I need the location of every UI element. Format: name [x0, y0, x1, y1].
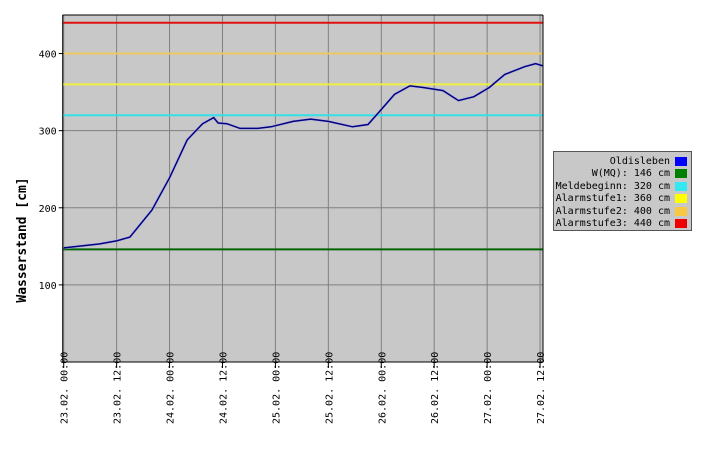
- y-axis-label: Wasserstand [cm]: [15, 177, 30, 302]
- y-tick-label: 300: [39, 127, 57, 138]
- legend-label: W(MQ): 146 cm: [591, 168, 670, 180]
- legend-swatch: [675, 219, 687, 229]
- legend-label: Alarmstufe1: 360 cm: [555, 193, 670, 205]
- x-tick-label: 25.02. 00:00: [271, 352, 282, 424]
- legend-label: Meldebeginn: 320 cm: [555, 180, 670, 192]
- legend-item: Alarmstufe2: 400 cm: [554, 205, 687, 218]
- x-tick-label: 24.02. 12:00: [218, 352, 229, 424]
- x-tick-label: 26.02. 12:00: [430, 352, 441, 424]
- legend-label: Alarmstufe2: 400 cm: [555, 205, 670, 217]
- series-line: [63, 62, 544, 249]
- legend-swatch: [675, 206, 687, 216]
- legend-item: Alarmstufe1: 360 cm: [554, 193, 687, 206]
- y-tick-label: 100: [39, 281, 57, 292]
- x-tick-label: 23.02. 12:00: [113, 352, 124, 424]
- x-tick-label: 23.02. 00:00: [60, 352, 71, 424]
- x-tick-label: 27.02. 00:00: [483, 352, 494, 424]
- x-tick-label: 24.02. 00:00: [166, 352, 177, 424]
- legend-item: Oldisleben: [554, 155, 687, 168]
- legend-swatch: [675, 181, 687, 191]
- plot-area: [63, 15, 543, 362]
- legend-swatch: [675, 169, 687, 179]
- legend: Oldisleben W(MQ): 146 cm Meldebeginn: 320 …: [553, 151, 692, 231]
- legend-item: Alarmstufe3: 440 cm: [554, 218, 687, 231]
- legend-label: Oldisleben: [609, 155, 670, 167]
- legend-swatch: [675, 156, 687, 166]
- x-tick-label: 25.02. 12:00: [324, 352, 335, 424]
- y-tick-label: 400: [39, 50, 57, 61]
- x-tick-label: 27.02. 12:00: [536, 352, 547, 424]
- y-tick-label: 200: [39, 204, 57, 215]
- legend-item: Meldebeginn: 320 cm: [554, 180, 687, 193]
- legend-label: Alarmstufe3: 440 cm: [555, 218, 670, 230]
- legend-swatch: [675, 194, 687, 204]
- legend-item: W(MQ): 146 cm: [554, 168, 687, 181]
- x-tick-label: 26.02. 00:00: [377, 352, 388, 424]
